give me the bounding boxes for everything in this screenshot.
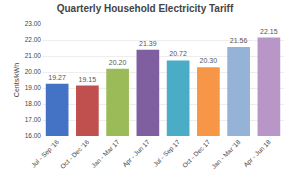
svg-text:20.00: 20.00	[25, 68, 42, 75]
svg-text:16.00: 16.00	[25, 132, 42, 139]
svg-text:Cents/kWh: Cents/kWh	[13, 63, 20, 97]
svg-text:19.15: 19.15	[79, 76, 97, 83]
svg-text:22.00: 22.00	[25, 36, 42, 43]
svg-text:21.00: 21.00	[25, 52, 42, 59]
svg-text:Jan - Mar 17: Jan - Mar 17	[90, 138, 121, 169]
svg-text:Oct - Dec '16: Oct - Dec '16	[59, 138, 91, 170]
svg-text:19.00: 19.00	[25, 84, 42, 91]
svg-text:Jul - Sep '16: Jul - Sep '16	[30, 138, 61, 169]
svg-text:Oct - Dec 17: Oct - Dec 17	[181, 138, 212, 169]
svg-text:22.15: 22.15	[260, 28, 278, 35]
svg-text:21.56: 21.56	[230, 37, 248, 44]
svg-text:18.00: 18.00	[25, 100, 42, 107]
svg-text:Apr - Jun 18: Apr - Jun 18	[242, 138, 273, 169]
svg-text:Jan - Mar '18: Jan - Mar '18	[210, 138, 242, 170]
svg-text:19.27: 19.27	[48, 74, 66, 81]
svg-text:20.20: 20.20	[109, 59, 127, 66]
svg-text:20.72: 20.72	[169, 50, 187, 57]
svg-text:23.00: 23.00	[25, 20, 42, 27]
svg-text:Quarterly Household Electricit: Quarterly Household Electricity Tariff	[57, 3, 234, 14]
svg-text:17.00: 17.00	[25, 116, 42, 123]
svg-text:21.39: 21.39	[139, 40, 157, 47]
svg-text:Apr - Jun 17: Apr - Jun 17	[121, 138, 152, 169]
svg-text:20.30: 20.30	[200, 57, 218, 64]
svg-text:Jul - Sep 17: Jul - Sep 17	[152, 138, 182, 168]
